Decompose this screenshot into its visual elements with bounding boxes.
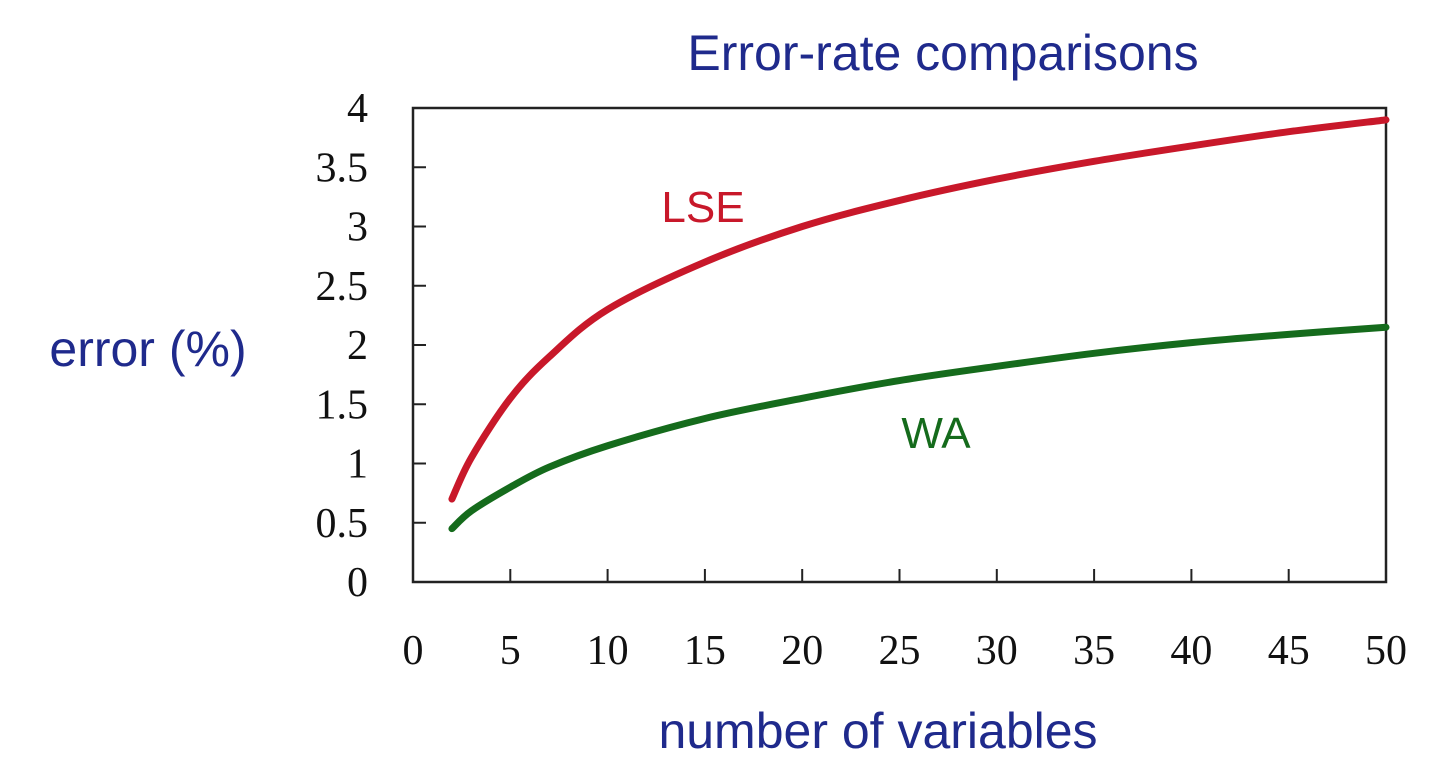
series-lines: [448, 116, 1390, 533]
chart-title: Error-rate comparisons: [687, 25, 1198, 81]
series-labels: LSE WA: [661, 183, 971, 458]
y-tick-label: 1.5: [316, 382, 369, 428]
y-tick-label: 0.5: [316, 501, 369, 547]
x-axis-ticks: 0 5 10 15 20 25 30 35 40 45 50: [403, 569, 1407, 674]
y-tick-label: 3.5: [316, 145, 369, 191]
y-tick-label: 3: [347, 205, 368, 251]
x-tick-label: 10: [587, 628, 629, 674]
y-axis-title: error (%): [49, 321, 246, 377]
series-label-wa: WA: [901, 409, 971, 458]
y-tick-label: 1: [347, 442, 368, 488]
x-tick-label: 50: [1365, 628, 1407, 674]
x-tick-label: 30: [976, 628, 1018, 674]
x-tick-label: 15: [684, 628, 726, 674]
series-line-wa: [448, 323, 1390, 533]
x-tick-label: 45: [1268, 628, 1310, 674]
y-tick-label: 0: [347, 560, 368, 606]
x-tick-label: 25: [879, 628, 921, 674]
y-axis-ticks: 0 0.5 1 1.5 2 2.5 3 3.5 4: [316, 86, 426, 606]
x-tick-label: 35: [1073, 628, 1115, 674]
y-tick-label: 4: [347, 86, 368, 132]
y-tick-label: 2: [347, 323, 368, 369]
x-tick-label: 0: [403, 628, 424, 674]
x-axis-title: number of variables: [658, 703, 1097, 759]
y-tick-label: 2.5: [316, 264, 369, 310]
x-tick-label: 5: [500, 628, 521, 674]
series-line-lse: [448, 116, 1390, 503]
series-label-lse: LSE: [661, 183, 744, 232]
x-tick-label: 40: [1170, 628, 1212, 674]
x-tick-label: 20: [781, 628, 823, 674]
